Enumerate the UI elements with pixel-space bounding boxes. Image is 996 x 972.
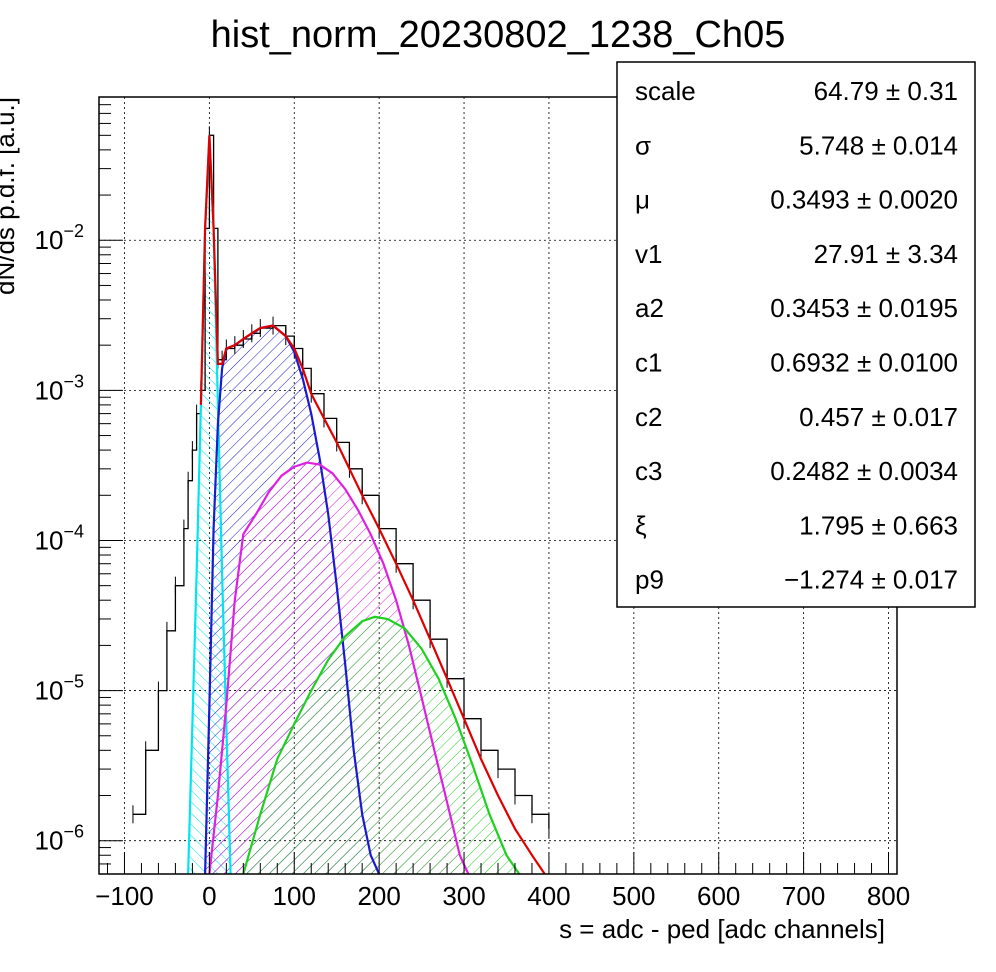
stats-param-name: c2	[635, 402, 662, 432]
stats-param-name: p9	[635, 565, 664, 595]
y-axis: 10−6 10−5 10−4 10−3 10−2	[35, 96, 123, 865]
series-pe3	[242, 615, 521, 874]
x-tick-label: 0	[202, 881, 216, 911]
y-axis-title: dN/ds p.d.f. [a.u.]	[0, 97, 20, 295]
y-tick-label: 10−3	[35, 371, 84, 405]
stats-param-value: 64.79 ± 0.31	[814, 76, 958, 106]
fill-pe3	[243, 616, 520, 874]
stats-param-name: μ	[635, 185, 650, 215]
stats-param-name: c3	[635, 456, 662, 486]
x-tick-label: 700	[782, 881, 825, 911]
series-total-fit	[199, 135, 546, 874]
stats-param-name: a2	[635, 293, 664, 323]
x-tick-label: 500	[612, 881, 655, 911]
y-tick-label: 10−2	[35, 221, 84, 255]
y-tick-label: 10−4	[35, 521, 84, 555]
stats-param-value: 0.457 ± 0.017	[799, 402, 958, 432]
x-tick-label: −100	[95, 881, 154, 911]
stats-param-name: ξ	[635, 510, 647, 540]
x-tick-label: 600	[697, 881, 740, 911]
stats-param-value: 1.795 ± 0.663	[799, 510, 958, 540]
stats-param-value: 0.3453 ± 0.0195	[770, 293, 958, 323]
stats-param-name: c1	[635, 348, 662, 378]
series-pe2	[208, 461, 470, 874]
stats-param-value: 0.6932 ± 0.0100	[770, 348, 958, 378]
stats-box: scale 64.79 ± 0.31 σ 5.748 ± 0.014 μ 0.3493 ±…	[616, 61, 976, 608]
fit-curves	[187, 135, 546, 874]
y-tick-label: 10−6	[35, 822, 84, 856]
x-tick-label: 100	[273, 881, 316, 911]
x-tick-label: 800	[867, 881, 910, 911]
x-tick-label: 400	[527, 881, 570, 911]
stats-param-name: scale	[635, 76, 696, 106]
x-tick-label: 200	[357, 881, 400, 911]
stats-param-value: −1.274 ± 0.017	[784, 565, 958, 595]
stats-param-value: 0.2482 ± 0.0034	[770, 456, 958, 486]
x-tick-label: 300	[442, 881, 485, 911]
stats-param-value: 5.748 ± 0.014	[799, 130, 958, 160]
x-axis-title: s = adc - ped [adc channels]	[559, 914, 885, 944]
chart-title: hist_norm_20230802_1238_Ch05	[211, 14, 786, 56]
stats-param-name: v1	[635, 239, 662, 269]
stats-param-value: 0.3493 ± 0.0020	[770, 185, 958, 215]
x-axis: −100 0 100 200 300 400 500 600 700 800	[95, 852, 910, 911]
stats-param-name: σ	[635, 130, 651, 160]
y-tick-label: 10−5	[35, 672, 84, 706]
stats-param-value: 27.91 ± 3.34	[814, 239, 958, 269]
